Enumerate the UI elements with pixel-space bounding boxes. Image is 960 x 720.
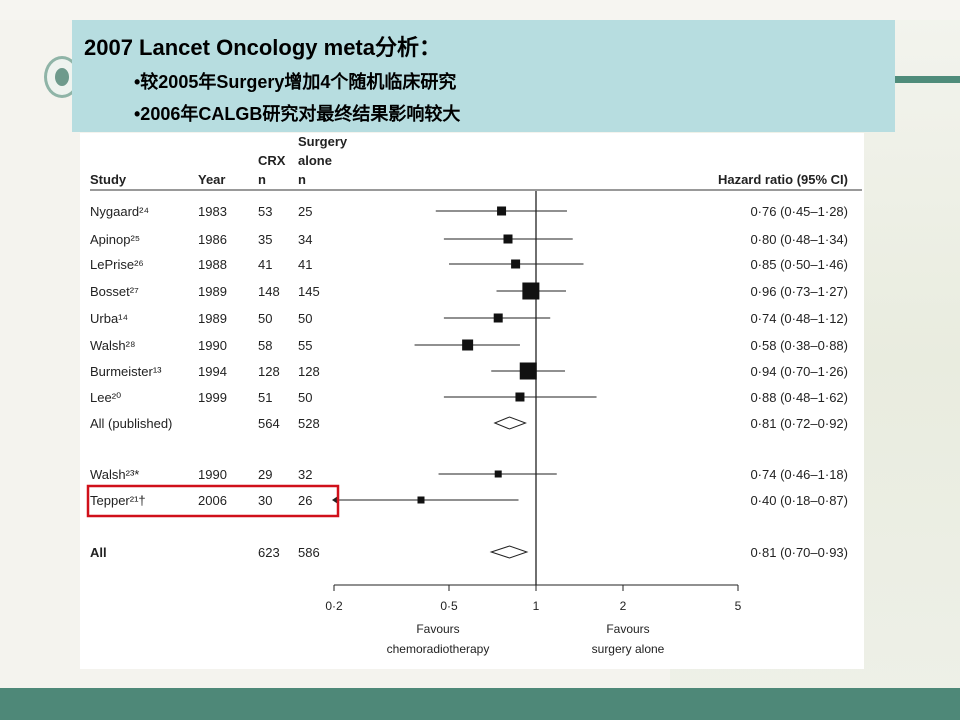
crx-n-label: 35	[258, 232, 272, 247]
study-label: Walsh²³*	[90, 467, 139, 482]
title-box: 2007 Lancet Oncology meta分析： •较2005年Surg…	[72, 20, 895, 132]
point-estimate-square	[497, 206, 507, 216]
crx-n-label: 564	[258, 416, 280, 431]
favours-right-label: surgery alone	[592, 642, 665, 656]
surgery-n-label: 145	[298, 284, 320, 299]
surgery-n-label: 26	[298, 493, 312, 508]
x-tick-label: 2	[620, 599, 627, 613]
year-label: 1986	[198, 232, 227, 247]
crx-n-label: 41	[258, 257, 272, 272]
crx-n-label: 50	[258, 311, 272, 326]
header-study: Study	[90, 172, 127, 187]
header-hazard-ratio: Hazard ratio (95% CI)	[718, 172, 848, 187]
header-surgery-alone: alone	[298, 153, 332, 168]
hazard-ratio-label: 0·94 (0·70–1·26)	[750, 364, 848, 379]
study-label: All (published)	[90, 416, 172, 431]
point-estimate-square	[519, 362, 537, 380]
hazard-ratio-label: 0·40 (0·18–0·87)	[750, 493, 848, 508]
top-bar	[0, 0, 960, 20]
slide-bullet-1: •较2005年Surgery增加4个随机临床研究	[134, 72, 457, 92]
hazard-ratio-label: 0·88 (0·48–1·62)	[750, 390, 848, 405]
study-label: Nygaard²⁴	[90, 204, 149, 219]
surgery-n-label: 50	[298, 311, 312, 326]
header-surgery: Surgery	[298, 134, 348, 149]
forest-plot: Study Year CRX n Surgery alone n Hazard ratio (…	[86, 134, 862, 656]
point-estimate-square	[462, 339, 474, 351]
surgery-n-label: 25	[298, 204, 312, 219]
surgery-n-label: 528	[298, 416, 320, 431]
year-label: 1989	[198, 311, 227, 326]
summary-diamond	[493, 416, 527, 430]
x-tick-label: 1	[533, 599, 540, 613]
crx-n-label: 128	[258, 364, 280, 379]
bottom-band	[0, 688, 960, 720]
highlight-box	[86, 484, 340, 518]
year-label: 1988	[198, 257, 227, 272]
year-label: 1990	[198, 467, 227, 482]
crx-n-label: 30	[258, 493, 272, 508]
surgery-n-label: 41	[298, 257, 312, 272]
hazard-ratio-label: 0·96 (0·73–1·27)	[750, 284, 848, 299]
crx-n-label: 29	[258, 467, 272, 482]
study-label: Apinop²⁵	[90, 232, 140, 247]
surgery-n-label: 586	[298, 545, 320, 560]
forest-plot-panel: Study Year CRX n Surgery alone n Hazard ratio (…	[80, 133, 864, 669]
favours-left-label: chemoradiotherapy	[387, 642, 490, 656]
study-label: Burmeister¹³	[90, 364, 162, 379]
ci-arrow	[332, 496, 338, 504]
point-estimate-square	[493, 313, 503, 323]
crx-n-label: 53	[258, 204, 272, 219]
decorative-green-line	[895, 76, 960, 83]
surgery-n-label: 34	[298, 232, 312, 247]
point-estimate-square	[494, 470, 502, 478]
study-label: Walsh²⁸	[90, 338, 135, 353]
header-surgery-n: n	[298, 172, 306, 187]
crx-n-label: 623	[258, 545, 280, 560]
hazard-ratio-label: 0·80 (0·48–1·34)	[750, 232, 848, 247]
hazard-ratio-label: 0·81 (0·70–0·93)	[750, 545, 848, 560]
x-tick-label: 5	[735, 599, 742, 613]
year-label: 1989	[198, 284, 227, 299]
surgery-n-label: 32	[298, 467, 312, 482]
hazard-ratio-label: 0·81 (0·72–0·92)	[750, 416, 848, 431]
favours-right-label: Favours	[606, 622, 649, 636]
x-tick-label: 0·5	[440, 599, 458, 613]
hazard-ratio-label: 0·74 (0·48–1·12)	[750, 311, 848, 326]
header-crx-n: n	[258, 172, 266, 187]
summary-diamond	[489, 545, 529, 559]
point-estimate-square	[511, 259, 521, 269]
hazard-ratio-label: 0·76 (0·45–1·28)	[750, 204, 848, 219]
year-label: 2006	[198, 493, 227, 508]
study-label: All	[90, 545, 107, 560]
header-year: Year	[198, 172, 225, 187]
hazard-ratio-label: 0·58 (0·38–0·88)	[750, 338, 848, 353]
point-estimate-square	[522, 282, 540, 300]
hazard-ratio-label: 0·74 (0·46–1·18)	[750, 467, 848, 482]
study-label: Lee²⁰	[90, 390, 121, 405]
study-label: Tepper²¹†	[90, 493, 146, 508]
favours-left-label: Favours	[416, 622, 459, 636]
year-label: 1994	[198, 364, 227, 379]
crx-n-label: 148	[258, 284, 280, 299]
x-tick-label: 0·2	[325, 599, 343, 613]
crx-n-label: 51	[258, 390, 272, 405]
study-label: Bosset²⁷	[90, 284, 139, 299]
hazard-ratio-label: 0·85 (0·50–1·46)	[750, 257, 848, 272]
point-estimate-square	[515, 392, 525, 402]
year-label: 1990	[198, 338, 227, 353]
point-estimate-square	[503, 234, 513, 244]
point-estimate-square	[417, 496, 425, 504]
header-crx: CRX	[258, 153, 286, 168]
slide-title: 2007 Lancet Oncology meta分析：	[84, 35, 441, 60]
study-label: LePrise²⁶	[90, 257, 144, 272]
slide-bullet-2: •2006年CALGB研究对最终结果影响较大	[134, 104, 461, 124]
surgery-n-label: 128	[298, 364, 320, 379]
year-label: 1999	[198, 390, 227, 405]
surgery-n-label: 50	[298, 390, 312, 405]
study-label: Urba¹⁴	[90, 311, 128, 326]
year-label: 1983	[198, 204, 227, 219]
surgery-n-label: 55	[298, 338, 312, 353]
crx-n-label: 58	[258, 338, 272, 353]
